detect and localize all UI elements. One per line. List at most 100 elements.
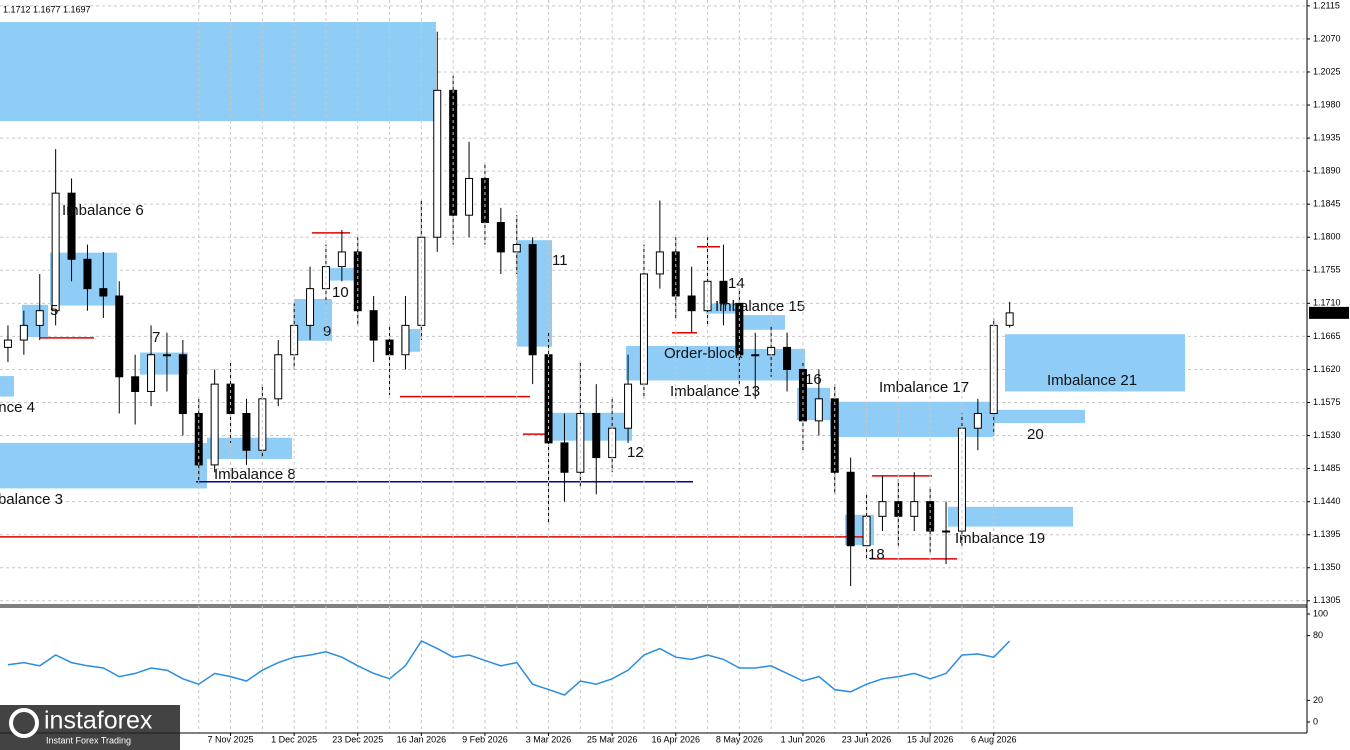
x-tick-label: 8 May 2026 bbox=[716, 734, 763, 744]
x-tick-label: 16 Apr 2026 bbox=[651, 734, 700, 744]
candle-body bbox=[465, 177, 474, 216]
candle-body bbox=[210, 383, 219, 466]
y-tick-label: 1.1755 bbox=[1313, 265, 1341, 275]
zone-label: Imbalance 6 bbox=[62, 202, 144, 219]
candle-body bbox=[19, 324, 28, 341]
zone bbox=[1005, 334, 1185, 392]
y-tick-label: 1.1485 bbox=[1313, 463, 1341, 473]
y-tick-label: 0 bbox=[1313, 716, 1318, 726]
candle-body bbox=[1005, 312, 1014, 326]
candle-body bbox=[115, 295, 124, 378]
zone bbox=[0, 376, 14, 397]
y-tick-label: 1.1530 bbox=[1313, 430, 1341, 440]
zone-label: 20 bbox=[1027, 426, 1044, 443]
candle-body bbox=[83, 258, 92, 290]
candle-body bbox=[719, 280, 728, 304]
x-tick-label: 7 Nov 2025 bbox=[208, 734, 254, 744]
candle-body bbox=[751, 354, 760, 357]
y-tick-label: 1.1575 bbox=[1313, 397, 1341, 407]
y-tick-label: 1.1620 bbox=[1313, 364, 1341, 374]
x-tick-label: 23 Jun 2026 bbox=[842, 734, 892, 744]
candle-body bbox=[655, 251, 664, 275]
y-tick-label: 1.1890 bbox=[1313, 166, 1341, 176]
zone bbox=[0, 22, 436, 122]
candle-body bbox=[258, 398, 267, 451]
candle-body bbox=[624, 383, 633, 429]
zone-label: Imbalance 13 bbox=[670, 383, 760, 400]
y-tick-label: 20 bbox=[1313, 695, 1323, 705]
candle-body bbox=[783, 346, 792, 370]
logo: instaforex Instant Forex Trading bbox=[0, 705, 180, 750]
x-tick-label: 6 Aug 2026 bbox=[971, 734, 1017, 744]
candle-body bbox=[910, 501, 919, 517]
logo-tagline: Instant Forex Trading bbox=[46, 735, 131, 745]
y-tick-label: 1.1980 bbox=[1313, 99, 1341, 109]
ohlc-close: 1.1697 bbox=[63, 4, 91, 14]
y-tick-label: 1.1665 bbox=[1313, 331, 1341, 341]
x-tick-label: 1 Dec 2025 bbox=[271, 734, 317, 744]
zone bbox=[548, 412, 632, 441]
zone-label: 18 bbox=[868, 546, 885, 563]
zone-label: 10 bbox=[332, 284, 349, 301]
y-tick-label: 1.1710 bbox=[1313, 298, 1341, 308]
zone bbox=[740, 315, 785, 330]
candle-body bbox=[942, 530, 951, 533]
candle-body bbox=[878, 501, 887, 517]
candle-body bbox=[528, 244, 537, 356]
x-tick-label: 9 Feb 2026 bbox=[462, 734, 508, 744]
candle-body bbox=[576, 413, 585, 473]
zone-label: 16 bbox=[805, 371, 822, 388]
zone-label: Imbalance 4 bbox=[0, 399, 35, 416]
logo-icon bbox=[9, 708, 39, 738]
y-tick-label: 100 bbox=[1313, 608, 1328, 618]
y-tick-label: 1.1440 bbox=[1313, 496, 1341, 506]
zone-label: 11 bbox=[552, 252, 568, 269]
zone-label: Imbalance 17 bbox=[879, 379, 969, 396]
candle-body bbox=[242, 413, 251, 451]
x-tick-label: 25 Mar 2026 bbox=[587, 734, 638, 744]
y-tick-label: 1.1935 bbox=[1313, 132, 1341, 142]
candle-body bbox=[178, 354, 187, 415]
candle-body bbox=[592, 413, 601, 459]
candle-body bbox=[814, 398, 823, 422]
candle-body bbox=[894, 501, 903, 517]
y-tick-label: 1.2025 bbox=[1313, 66, 1341, 76]
zone-label: 7 bbox=[152, 329, 160, 346]
candle-body bbox=[99, 288, 108, 297]
zone-label: Imbalance 15 bbox=[715, 298, 805, 315]
price-marker bbox=[1309, 306, 1349, 319]
candle-body bbox=[353, 251, 362, 312]
zone bbox=[830, 401, 993, 438]
x-tick-label: 1 Jun 2026 bbox=[781, 734, 826, 744]
zone-label: Imbalance 19 bbox=[955, 530, 1045, 547]
zone-label: 5 bbox=[50, 302, 58, 319]
ohlc-low: 1.1677 bbox=[33, 4, 61, 14]
zone-label: Order-block bbox=[664, 345, 743, 362]
y-tick-label: 1.1845 bbox=[1313, 199, 1341, 209]
candle-body bbox=[687, 295, 696, 312]
x-tick-label: 16 Jan 2026 bbox=[397, 734, 447, 744]
y-tick-label: 1.1350 bbox=[1313, 562, 1341, 572]
x-tick-label: 3 Mar 2026 bbox=[526, 734, 572, 744]
candle-body bbox=[274, 354, 283, 400]
zone-label: Imbalance 3 bbox=[0, 491, 63, 508]
ohlc-high: 1.1712 bbox=[3, 4, 31, 14]
candle-body bbox=[162, 354, 171, 357]
candle-body bbox=[973, 413, 982, 429]
zone-label: Imbalance 21 bbox=[1047, 372, 1137, 389]
candle-body bbox=[35, 310, 44, 326]
candle-body bbox=[337, 251, 346, 268]
zone-label: Imbalance 8 bbox=[214, 466, 296, 483]
candle-body bbox=[957, 427, 966, 532]
y-tick-label: 80 bbox=[1313, 630, 1323, 640]
y-tick-label: 1.1800 bbox=[1313, 232, 1341, 242]
candle-body bbox=[401, 324, 410, 356]
zone-label: 14 bbox=[728, 275, 745, 292]
price-marker-label: 1.1697 bbox=[1312, 307, 1340, 317]
x-tick-label: 23 Dec 2025 bbox=[332, 734, 383, 744]
candle-body bbox=[51, 192, 60, 312]
zone bbox=[993, 409, 1085, 424]
zone-label: 12 bbox=[627, 444, 644, 461]
